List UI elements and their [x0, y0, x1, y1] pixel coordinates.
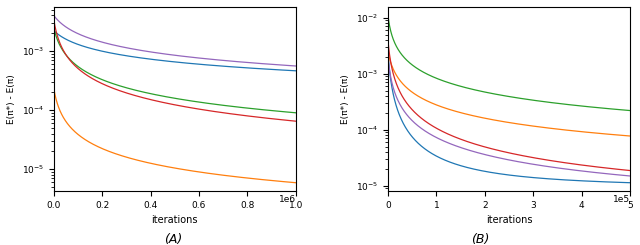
Text: 1e5: 1e5 — [613, 195, 630, 204]
X-axis label: iterations: iterations — [486, 215, 532, 225]
Text: (B): (B) — [471, 233, 489, 245]
Y-axis label: E(π*) - E(π): E(π*) - E(π) — [7, 74, 16, 124]
Text: 1e6: 1e6 — [279, 195, 296, 204]
Y-axis label: E(π*) - E(π): E(π*) - E(π) — [341, 74, 350, 124]
X-axis label: iterations: iterations — [152, 215, 198, 225]
Text: (A): (A) — [164, 233, 182, 245]
